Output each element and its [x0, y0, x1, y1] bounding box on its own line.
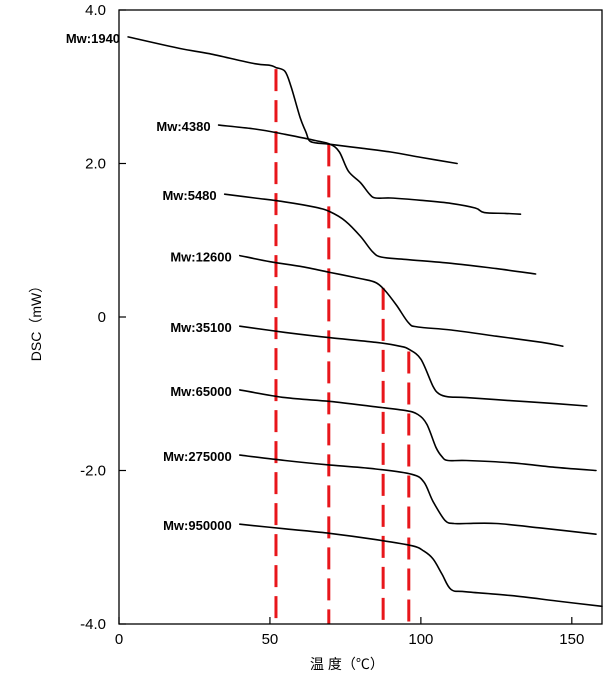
series-label: Mw:65000	[170, 384, 231, 399]
series-label: Mw:5480	[162, 188, 216, 203]
series-line	[239, 325, 588, 407]
series-label: Mw:1940	[66, 31, 120, 46]
y-tick-label: -4.0	[80, 616, 106, 633]
series-label: Mw:4380	[156, 119, 210, 134]
series-label: Mw:12600	[170, 250, 231, 265]
series-label: Mw:950000	[163, 518, 232, 533]
series-line	[239, 523, 603, 608]
y-tick-label: -2.0	[80, 463, 106, 480]
series-line	[223, 193, 537, 275]
series-line	[127, 36, 458, 165]
x-tick-label: 50	[262, 631, 279, 648]
marker-layer	[274, 69, 411, 624]
tick-layer: -4.0 -2.0 0 2.0 4.0 0 50 100 150	[80, 2, 584, 648]
series-label: Mw:35100	[170, 320, 231, 335]
series-line	[239, 389, 597, 472]
series-line	[217, 124, 522, 215]
series-layer	[127, 36, 603, 608]
series-label: Mw:275000	[163, 449, 232, 464]
y-tick-label: 2.0	[85, 156, 106, 173]
series-line	[239, 454, 597, 535]
y-tick-label: 0	[98, 309, 106, 326]
y-tick-label: 4.0	[85, 2, 106, 19]
x-tick-label: 100	[408, 631, 433, 648]
x-tick-label: 150	[559, 631, 584, 648]
x-axis-title: 温 度（℃）	[310, 656, 384, 672]
label-layer: Mw:1940 Mw:4380 Mw:5480 Mw:12600 Mw:35100 Mw:…	[66, 31, 232, 533]
y-axis-title: DSC（mW）	[28, 279, 44, 361]
series-line	[239, 254, 564, 347]
x-tick-label: 0	[115, 631, 123, 648]
